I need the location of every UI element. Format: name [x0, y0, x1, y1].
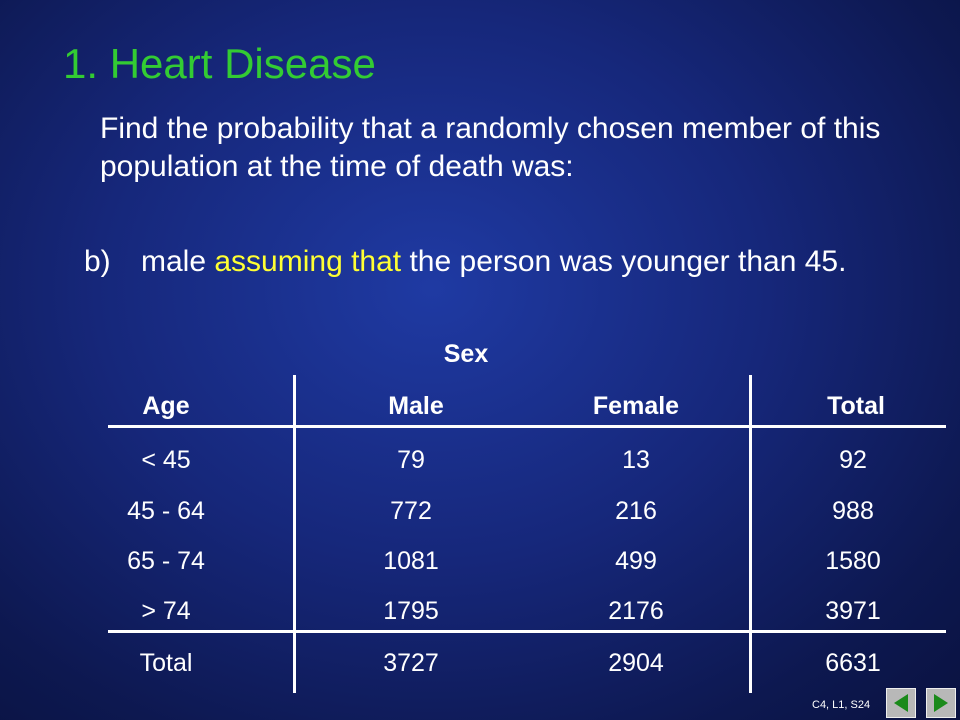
table-cell-age: < 45: [141, 446, 191, 474]
table-group-header: Sex: [443, 340, 489, 368]
table-cell-total: 6631: [825, 649, 881, 677]
next-slide-button[interactable]: [926, 688, 956, 718]
table-cell-total: 1580: [825, 547, 881, 575]
table-cell-female: 2176: [608, 597, 664, 625]
slide-reference: C4, L1, S24: [812, 699, 871, 711]
table-cell-female: 13: [622, 446, 650, 474]
triangle-right-icon: [934, 694, 948, 712]
table-cell-age: Total: [139, 649, 193, 677]
table-cell-female: 499: [615, 547, 657, 575]
column-header-female: Female: [592, 392, 680, 420]
table-cell-male: 79: [397, 446, 425, 474]
table-cell-age: > 74: [141, 597, 191, 625]
column-header-age: Age: [142, 392, 190, 420]
table-cell-age: 45 - 64: [127, 497, 205, 525]
table-cell-male: 3727: [383, 649, 439, 677]
slide-title: 1. Heart Disease: [63, 40, 376, 87]
list-item-text: male assuming that the person was younge…: [141, 243, 901, 281]
item-text-post: the person was younger than 45.: [401, 245, 847, 278]
list-marker: b): [84, 245, 111, 278]
table-cell-age: 65 - 74: [127, 547, 205, 575]
table-cell-female: 2904: [608, 649, 664, 677]
table-cell-male: 1795: [383, 597, 439, 625]
table-cell-male: 772: [390, 497, 432, 525]
table-cell-total: 988: [832, 497, 874, 525]
table-divider-header: [108, 425, 946, 428]
table-cell-total: 3971: [825, 597, 881, 625]
triangle-left-icon: [894, 694, 908, 712]
table-divider-vertical-left: [293, 375, 296, 693]
item-text-highlight: assuming that: [214, 245, 402, 278]
item-text-pre: male: [141, 245, 215, 278]
table-cell-total: 92: [839, 446, 867, 474]
question-text: Find the probability that a randomly cho…: [100, 112, 881, 183]
column-header-total: Total: [827, 392, 885, 420]
table-cell-female: 216: [615, 497, 657, 525]
table-cell-male: 1081: [383, 547, 439, 575]
table-divider-total: [108, 630, 946, 633]
table-divider-vertical-right: [749, 375, 752, 693]
column-header-male: Male: [388, 392, 444, 420]
previous-slide-button[interactable]: [886, 688, 916, 718]
